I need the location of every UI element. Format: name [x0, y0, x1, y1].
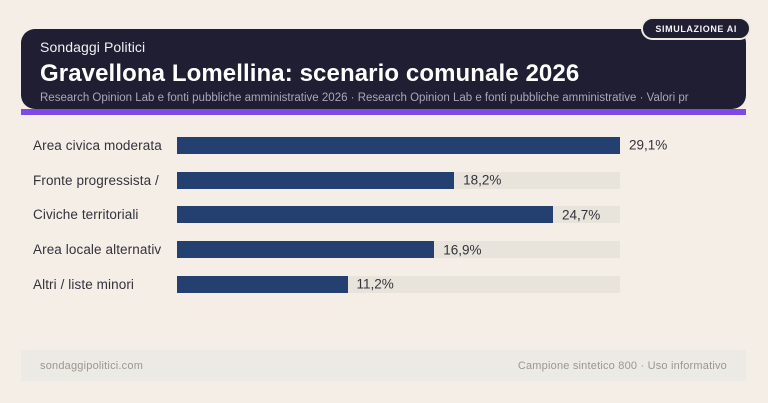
bar-fill — [177, 171, 455, 189]
value-label: 16,9% — [443, 242, 482, 258]
bar-fill — [177, 136, 620, 154]
value-label: 18,2% — [463, 172, 502, 188]
category-label: Area civica moderata — [33, 137, 162, 153]
chart-row: Civiche territoriali 24,7% — [0, 198, 768, 233]
page-title: Gravellona Lomellina: scenario comunale … — [40, 60, 580, 87]
footer-note: Campione sintetico 800 · Uso informativo — [517, 359, 727, 372]
category-label: Area locale alternativ — [33, 242, 162, 258]
chart-row: Fronte progressista / 18,2% — [0, 163, 768, 198]
value-label: 29,1% — [629, 137, 668, 153]
bar-chart: Area civica moderata 29,1% Fronte progre… — [0, 128, 768, 302]
category-label: Civiche territoriali — [33, 207, 139, 223]
brand-kicker: Sondaggi Politici — [40, 39, 146, 55]
accent-divider — [21, 109, 746, 115]
header-panel: Sondaggi Politici Gravellona Lomellina: … — [21, 29, 746, 109]
chart-row: Area civica moderata 29,1% — [0, 128, 768, 163]
category-label: Altri / liste minori — [33, 276, 135, 292]
bar-track: 16,9% — [177, 241, 620, 259]
badge-label: SIMULAZIONE AI — [655, 23, 737, 34]
category-label: Fronte progressista / — [33, 172, 159, 188]
bar-fill — [177, 206, 554, 224]
value-label: 24,7% — [562, 207, 601, 223]
value-label: 11,2% — [356, 276, 394, 292]
bar-track: 11,2% — [177, 275, 620, 293]
chart-row: Altri / liste minori 11,2% — [0, 267, 768, 302]
bar-fill — [177, 275, 348, 293]
bar-fill — [177, 241, 435, 259]
bar-track: 24,7% — [177, 206, 620, 224]
footer-site: sondaggipolitici.com — [40, 359, 144, 372]
simulazione-ai-badge: SIMULAZIONE AI — [641, 17, 751, 40]
chart-row: Area locale alternativ 16,9% — [0, 232, 768, 267]
bar-track: 18,2% — [177, 171, 620, 189]
header-subtitle: Research Opinion Lab e fonti pubbliche a… — [40, 92, 689, 104]
bar-track: 29,1% — [177, 136, 667, 154]
footer-bar: sondaggipolitici.com Campione sintetico … — [21, 350, 746, 381]
